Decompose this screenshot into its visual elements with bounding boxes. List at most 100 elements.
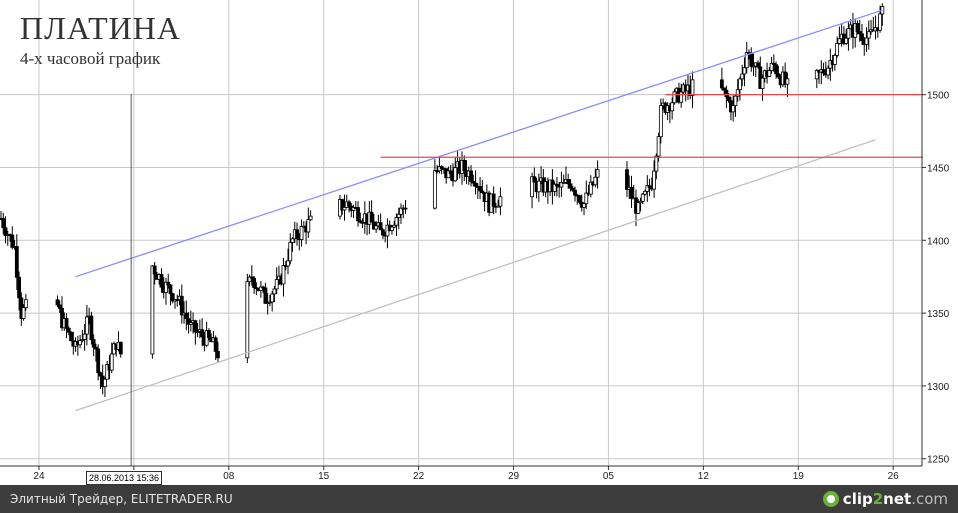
candle-body xyxy=(582,203,586,208)
candle-body xyxy=(193,320,198,333)
candle-body xyxy=(195,331,200,333)
y-tick-label: 1400 xyxy=(927,236,950,247)
candle-body xyxy=(91,339,96,348)
candle-body xyxy=(290,238,295,243)
candle-body xyxy=(263,287,268,304)
clip2net-icon xyxy=(822,491,839,507)
chart-svg: 1250130013501400145015002401081522290512… xyxy=(0,0,950,482)
candle-body xyxy=(595,169,600,178)
candle-body xyxy=(774,64,779,75)
candle-body xyxy=(270,293,275,303)
lower-trendline-line xyxy=(75,139,876,412)
candle-body xyxy=(252,277,256,288)
candle-body xyxy=(855,23,860,32)
y-tick-label: 1500 xyxy=(927,91,950,102)
candle-body xyxy=(742,67,747,75)
candle-body xyxy=(448,170,453,174)
candle-body xyxy=(453,167,458,182)
candle-body xyxy=(731,105,736,113)
candle-body xyxy=(82,333,87,340)
candle-body xyxy=(568,183,573,189)
candle-body xyxy=(769,62,774,71)
title-block: ПЛАТИНА 4-х часовой график xyxy=(20,10,181,70)
candle-body xyxy=(245,281,250,359)
candle-body xyxy=(64,318,69,329)
candle-body xyxy=(80,339,85,342)
candle-body xyxy=(69,331,73,342)
candle-body xyxy=(184,312,189,320)
candle-layer xyxy=(0,3,885,398)
candle-body xyxy=(751,65,756,68)
candle-body xyxy=(446,170,451,179)
candle-body xyxy=(654,155,659,172)
candle-body xyxy=(175,299,180,301)
candle-body xyxy=(274,279,279,290)
candle-body xyxy=(532,176,537,183)
candle-body xyxy=(98,372,103,377)
y-tick-label: 1450 xyxy=(927,163,950,174)
candle-body xyxy=(356,207,360,222)
candle-body xyxy=(118,341,123,355)
candle-body xyxy=(462,159,467,172)
candle-body xyxy=(342,206,347,211)
candle-body xyxy=(249,276,254,279)
candle-body xyxy=(378,222,383,231)
candle-body xyxy=(690,79,695,97)
price-chart: 1250130013501400145015002401081522290512… xyxy=(0,0,950,485)
candle-body xyxy=(179,295,184,316)
candle-body xyxy=(552,183,557,192)
candle-body xyxy=(103,378,107,388)
candle-body xyxy=(478,186,482,192)
candle-body xyxy=(247,276,252,283)
candle-body xyxy=(340,199,345,211)
candle-body xyxy=(837,38,842,44)
candle-body xyxy=(530,176,534,198)
candle-body xyxy=(776,73,781,78)
candle-body xyxy=(3,227,8,236)
candle-body xyxy=(866,31,871,39)
clip2net-logo[interactable]: clip2net.com xyxy=(822,489,948,509)
x-tick-label: 26 xyxy=(888,471,900,482)
candle-body xyxy=(473,182,478,187)
candle-body xyxy=(17,276,21,299)
candle-body xyxy=(347,201,351,207)
candle-body xyxy=(555,183,559,187)
x-tick-label: 15 xyxy=(318,471,330,482)
candle-body xyxy=(166,281,171,286)
annotation-layer xyxy=(75,9,923,466)
candle-body xyxy=(744,52,749,69)
x-tick-label: 12 xyxy=(698,471,710,482)
candle-body xyxy=(84,316,89,335)
candle-body xyxy=(846,28,851,39)
candle-body xyxy=(403,207,408,210)
candle-body xyxy=(471,181,476,184)
axis-layer: 1250130013501400145015002401081522290512… xyxy=(0,0,950,482)
candle-body xyxy=(306,219,311,233)
candle-body xyxy=(593,176,598,186)
x-tick-label: 22 xyxy=(413,471,425,482)
candle-body xyxy=(767,70,772,77)
candle-body xyxy=(96,348,101,374)
candle-body xyxy=(78,340,82,346)
candle-body xyxy=(109,353,114,371)
candle-body xyxy=(814,70,819,80)
candle-body xyxy=(498,196,503,207)
candle-body xyxy=(722,87,727,91)
chart-subtitle: 4-х часовой график xyxy=(20,49,161,68)
candle-body xyxy=(105,364,110,380)
candle-body xyxy=(821,69,826,74)
candle-body xyxy=(170,293,175,302)
candle-body xyxy=(399,207,403,215)
candle-body xyxy=(491,193,496,207)
candle-body xyxy=(857,31,862,35)
candle-body xyxy=(295,229,299,239)
logo-part-clip: clip xyxy=(842,490,873,508)
x-tick-label: 29 xyxy=(508,471,520,482)
candle-body xyxy=(268,301,272,304)
candle-body xyxy=(308,215,313,221)
y-tick-label: 1250 xyxy=(927,455,950,466)
candle-body xyxy=(636,202,641,214)
candle-body xyxy=(439,166,444,169)
candle-body xyxy=(735,89,740,97)
candle-body xyxy=(168,284,173,295)
